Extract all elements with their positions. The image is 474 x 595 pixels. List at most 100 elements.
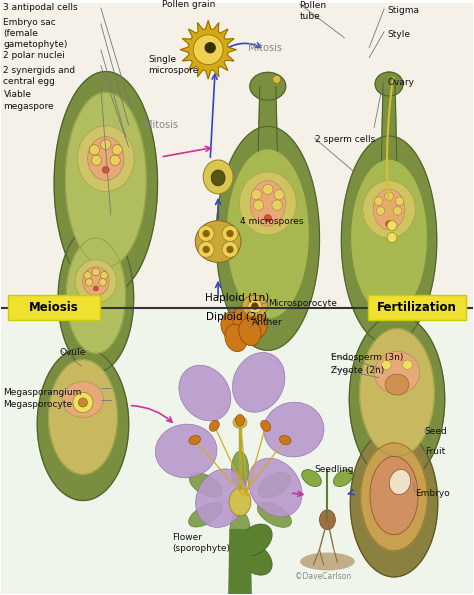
Polygon shape	[49, 360, 117, 474]
Text: Microsporocyte: Microsporocyte	[268, 299, 337, 308]
Polygon shape	[341, 136, 437, 345]
Ellipse shape	[258, 472, 291, 498]
FancyBboxPatch shape	[368, 295, 465, 321]
Text: Seed: Seed	[425, 427, 447, 436]
Ellipse shape	[363, 181, 415, 238]
Circle shape	[198, 242, 214, 258]
Circle shape	[385, 192, 393, 201]
Circle shape	[251, 189, 262, 200]
Ellipse shape	[236, 415, 245, 427]
Ellipse shape	[203, 160, 233, 194]
Ellipse shape	[238, 543, 272, 575]
Polygon shape	[65, 92, 146, 267]
Ellipse shape	[63, 381, 103, 418]
Text: Seedling: Seedling	[315, 465, 354, 474]
Circle shape	[93, 286, 98, 291]
Ellipse shape	[248, 458, 302, 516]
Text: Mitosis: Mitosis	[144, 120, 178, 130]
Polygon shape	[360, 329, 434, 456]
Text: Pollen grain: Pollen grain	[163, 0, 216, 9]
Bar	[1, 308, 473, 594]
Circle shape	[263, 184, 273, 195]
Ellipse shape	[225, 324, 247, 352]
Circle shape	[78, 398, 88, 407]
Polygon shape	[216, 126, 319, 350]
Circle shape	[395, 197, 404, 205]
Circle shape	[205, 43, 215, 53]
Text: Pollen
tube: Pollen tube	[300, 1, 327, 21]
Ellipse shape	[196, 469, 247, 527]
Polygon shape	[228, 530, 252, 595]
Circle shape	[273, 76, 281, 83]
Ellipse shape	[280, 436, 291, 444]
Text: 2 polar nuclei: 2 polar nuclei	[3, 51, 65, 60]
Ellipse shape	[232, 352, 285, 412]
Circle shape	[248, 299, 262, 313]
Text: Meiosis: Meiosis	[29, 301, 79, 314]
Text: Haploid (1n): Haploid (1n)	[205, 293, 269, 303]
Text: Anther: Anther	[252, 318, 283, 327]
Ellipse shape	[334, 469, 353, 487]
Polygon shape	[381, 84, 397, 174]
Circle shape	[252, 303, 258, 309]
Ellipse shape	[264, 402, 324, 457]
Ellipse shape	[238, 524, 272, 556]
Circle shape	[386, 221, 392, 227]
Ellipse shape	[250, 181, 285, 226]
Text: Style: Style	[387, 30, 410, 39]
Circle shape	[403, 360, 412, 369]
Ellipse shape	[242, 295, 268, 317]
Text: 2 sperm cells: 2 sperm cells	[315, 135, 375, 144]
Ellipse shape	[195, 221, 241, 262]
Ellipse shape	[77, 126, 134, 192]
Text: Viable
megaspore: Viable megaspore	[3, 90, 54, 111]
Ellipse shape	[257, 502, 292, 527]
Ellipse shape	[233, 306, 255, 334]
Circle shape	[253, 200, 264, 210]
Text: Megasporangium: Megasporangium	[3, 387, 82, 397]
Circle shape	[382, 360, 391, 369]
Ellipse shape	[221, 312, 243, 340]
Ellipse shape	[82, 267, 109, 296]
Polygon shape	[350, 430, 438, 577]
Circle shape	[272, 200, 283, 210]
Text: 3 antipodal cells: 3 antipodal cells	[3, 3, 78, 12]
Circle shape	[393, 206, 402, 215]
Circle shape	[193, 35, 223, 65]
Polygon shape	[228, 150, 308, 318]
Ellipse shape	[302, 469, 321, 487]
Circle shape	[100, 139, 111, 150]
Ellipse shape	[261, 420, 271, 431]
Circle shape	[73, 393, 93, 412]
Ellipse shape	[155, 424, 217, 478]
Text: Zygote (2n): Zygote (2n)	[331, 366, 385, 375]
Ellipse shape	[229, 488, 251, 516]
Bar	[1, 3, 473, 308]
Text: Mitosis: Mitosis	[248, 43, 282, 53]
Polygon shape	[258, 86, 278, 166]
Circle shape	[112, 145, 122, 155]
Circle shape	[203, 246, 209, 252]
Text: 2 synergids and
central egg: 2 synergids and central egg	[3, 65, 75, 86]
Text: ©DaveCarlson: ©DaveCarlson	[295, 572, 351, 581]
Text: Megasporocyte: Megasporocyte	[3, 399, 73, 409]
Ellipse shape	[179, 365, 231, 421]
Ellipse shape	[189, 503, 222, 527]
Circle shape	[227, 231, 233, 237]
Ellipse shape	[189, 436, 201, 444]
Polygon shape	[58, 225, 134, 372]
Ellipse shape	[88, 137, 124, 180]
Circle shape	[85, 278, 93, 286]
Ellipse shape	[374, 189, 405, 230]
Text: Fruit: Fruit	[425, 447, 445, 456]
Text: Embryo: Embryo	[415, 489, 450, 498]
Ellipse shape	[230, 511, 250, 548]
Ellipse shape	[374, 352, 419, 394]
Text: 4 microspores: 4 microspores	[240, 217, 303, 226]
Text: Embryo sac
(female
gametophyte): Embryo sac (female gametophyte)	[3, 18, 68, 49]
Circle shape	[203, 231, 209, 237]
Text: Ovule: Ovule	[59, 348, 85, 357]
Text: Ovary: Ovary	[387, 77, 414, 86]
Circle shape	[227, 246, 233, 252]
Text: Stigma: Stigma	[387, 6, 419, 15]
